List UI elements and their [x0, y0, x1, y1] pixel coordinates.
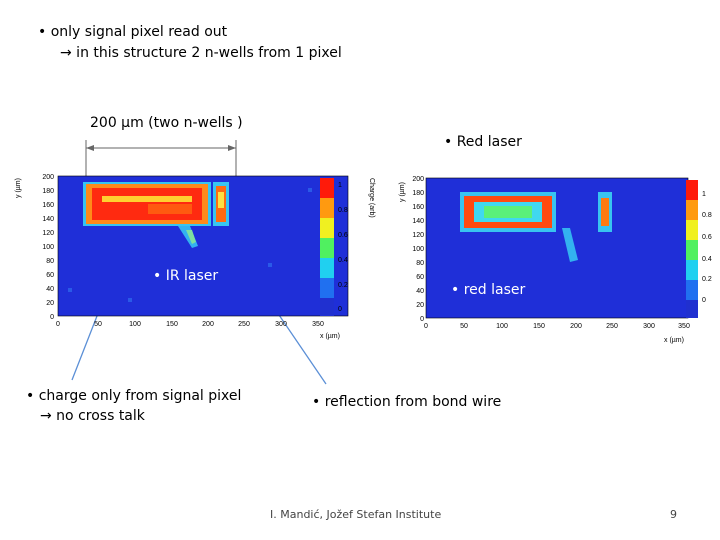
right-ytick-180: 180 [412, 190, 424, 197]
right-ytick-200: 200 [412, 176, 424, 183]
left-xtick-350: 350 [312, 321, 324, 328]
right-ztick-0: 0 [702, 297, 706, 304]
dimension-arrowhead-left [86, 145, 94, 151]
page-number: 9 [670, 508, 677, 521]
left-ytick-200: 200 [42, 174, 54, 181]
right-ytick-0: 0 [420, 316, 424, 323]
right-xtick-300: 300 [643, 323, 655, 330]
right-xtick-250: 250 [606, 323, 618, 330]
left-ytick-60: 60 [46, 272, 54, 279]
dimension-arrowhead-right [228, 145, 236, 151]
right-xtick-100: 100 [496, 323, 508, 330]
right-xtick-50: 50 [460, 323, 468, 330]
left-x-axis-title: x (µm) [320, 333, 340, 340]
left-ztick-08: 0.8 [338, 207, 348, 214]
left-ztick-0: 0 [338, 306, 342, 313]
left-ztick-1: 1 [338, 182, 342, 189]
red-laser-heading: • Red laser [444, 134, 522, 150]
right-ztick-08: 0.8 [702, 212, 712, 219]
left-ztick-04: 0.4 [338, 257, 348, 264]
right-ztick-04: 0.4 [702, 256, 712, 263]
left-xtick-100: 100 [129, 321, 141, 328]
right-x-axis-title: x (µm) [664, 337, 684, 344]
note-signal-pixel: • charge only from signal pixel [26, 388, 242, 404]
left-ztick-06: 0.6 [338, 232, 348, 239]
right-ytick-60: 60 [416, 274, 424, 281]
right-xtick-350: 350 [678, 323, 690, 330]
right-xtick-150: 150 [533, 323, 545, 330]
red-laser-label: • red laser [451, 282, 526, 298]
reflection-tail-right [562, 228, 578, 262]
left-ytick-180: 180 [42, 188, 54, 195]
heatmap-right: 200 180 160 140 120 100 80 60 40 20 0 0 … [399, 176, 712, 344]
left-xtick-250: 250 [238, 321, 250, 328]
left-ytick-160: 160 [42, 202, 54, 209]
right-ytick-80: 80 [416, 260, 424, 267]
footer-author: I. Mandić, Jožef Stefan Institute [270, 508, 442, 521]
left-xtick-150: 150 [166, 321, 178, 328]
right-ytick-100: 100 [412, 246, 424, 253]
right-ztick-02: 0.2 [702, 276, 712, 283]
right-xtick-200: 200 [570, 323, 582, 330]
colorbar-left [320, 178, 334, 316]
left-ytick-140: 140 [42, 216, 54, 223]
dimension-label: 200 µm (two n-wells ) [90, 115, 243, 131]
note-bond-wire: • reflection from bond wire [312, 394, 502, 410]
left-ytick-120: 120 [42, 230, 54, 237]
right-ztick-06: 0.6 [702, 234, 712, 241]
right-ytick-20: 20 [416, 302, 424, 309]
ir-laser-label: • IR laser [153, 268, 219, 284]
left-xtick-300: 300 [275, 321, 287, 328]
left-xtick-50: 50 [94, 321, 102, 328]
right-ytick-140: 140 [412, 218, 424, 225]
left-y-axis-title: y (µm) [15, 178, 22, 198]
bullet-signal-readout: • only signal pixel read out [38, 24, 228, 40]
left-xtick-0: 0 [56, 321, 60, 328]
left-ytick-20: 20 [46, 300, 54, 307]
left-z-axis-title: Charge (arb) [368, 178, 375, 218]
left-xtick-200: 200 [202, 321, 214, 328]
right-ytick-120: 120 [412, 232, 424, 239]
left-ytick-40: 40 [46, 286, 54, 293]
right-y-axis-title: y (µm) [399, 182, 406, 202]
left-ztick-02: 0.2 [338, 282, 348, 289]
right-ytick-160: 160 [412, 204, 424, 211]
left-ytick-0: 0 [50, 314, 54, 321]
right-ytick-40: 40 [416, 288, 424, 295]
bullet-two-nwells: → in this structure 2 n-wells from 1 pix… [60, 45, 342, 61]
right-xtick-0: 0 [424, 323, 428, 330]
colorbar-right [686, 180, 698, 318]
left-ytick-100: 100 [42, 244, 54, 251]
right-ztick-1: 1 [702, 191, 706, 198]
left-ytick-80: 80 [46, 258, 54, 265]
heatmap-left: 200 180 160 140 120 100 80 60 40 20 0 0 … [15, 174, 375, 340]
note-no-cross-talk: → no cross talk [40, 408, 145, 424]
